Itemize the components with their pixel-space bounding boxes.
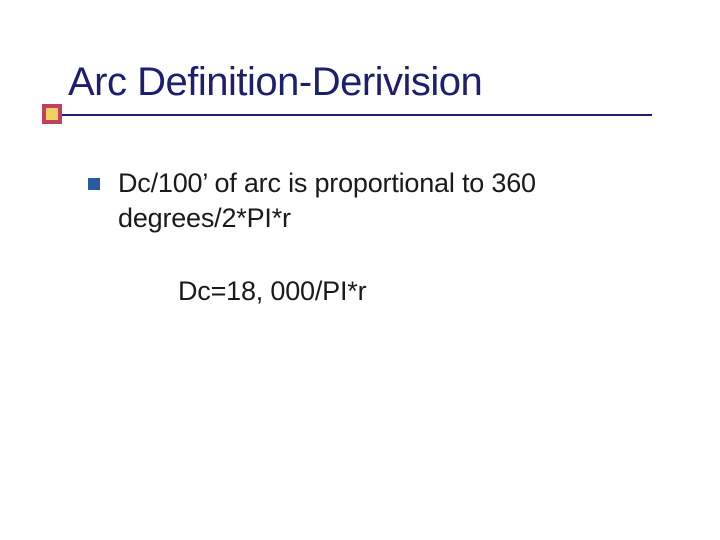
accent-inner-square [46, 108, 58, 120]
slide-body: Dc/100’ of arc is proportional to 360 de… [60, 166, 660, 307]
bullet-square-icon [88, 178, 100, 190]
title-region: Arc Definition-Derivision [60, 60, 660, 116]
formula-text: Dc=18, 000/PI*r [88, 276, 660, 307]
title-accent-icon [42, 104, 62, 124]
slide-title: Arc Definition-Derivision [60, 60, 660, 104]
slide: Arc Definition-Derivision Dc/100’ of arc… [0, 0, 720, 540]
bullet-text: Dc/100’ of arc is proportional to 360 de… [118, 166, 660, 236]
title-underline [42, 114, 652, 116]
bullet-item: Dc/100’ of arc is proportional to 360 de… [88, 166, 660, 236]
